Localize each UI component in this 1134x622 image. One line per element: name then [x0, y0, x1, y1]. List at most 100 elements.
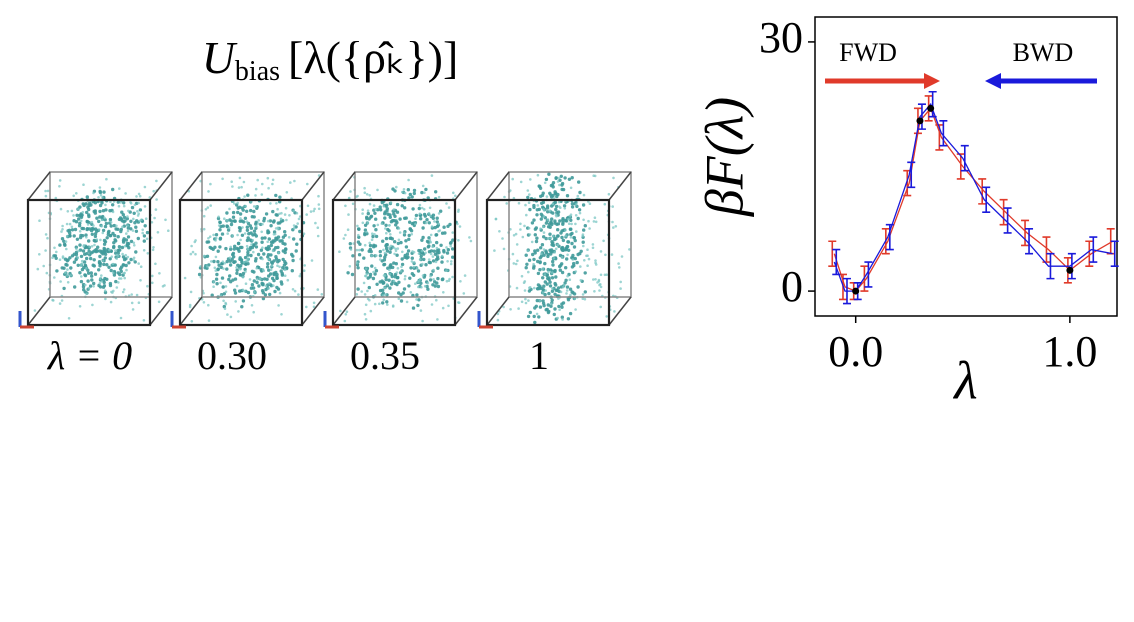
particle	[98, 264, 102, 268]
particle	[458, 225, 462, 228]
direction-label: BWD	[1013, 38, 1074, 67]
particle	[598, 289, 601, 292]
particle	[91, 303, 94, 307]
particle	[448, 277, 451, 281]
particle	[527, 201, 531, 204]
particle	[250, 245, 255, 250]
particle	[539, 246, 543, 250]
particle	[236, 233, 239, 237]
particle	[520, 274, 524, 278]
particle	[97, 219, 101, 224]
particle	[297, 293, 300, 296]
particle	[265, 265, 270, 269]
particle	[132, 211, 136, 215]
particle	[535, 208, 539, 212]
particle	[541, 267, 544, 271]
particle	[393, 252, 396, 256]
particle	[277, 304, 280, 307]
particle	[279, 269, 283, 273]
particle	[238, 212, 243, 216]
particle	[566, 317, 571, 321]
particle	[218, 220, 222, 224]
particle	[252, 279, 256, 283]
particle	[231, 252, 235, 257]
particle	[137, 262, 140, 265]
particle	[543, 261, 547, 266]
particle	[228, 256, 232, 260]
particle	[583, 259, 586, 262]
box-edge	[486, 296, 510, 326]
particle	[55, 269, 59, 273]
particle	[125, 232, 128, 235]
particle	[526, 314, 531, 319]
particle	[560, 235, 564, 240]
particle	[469, 239, 473, 243]
particle	[143, 185, 147, 189]
particle	[253, 290, 256, 294]
particle	[449, 262, 453, 266]
particle	[86, 223, 90, 226]
box-front	[178, 198, 304, 327]
particle	[155, 198, 158, 201]
particle	[76, 256, 79, 259]
particle	[90, 245, 94, 248]
particle	[347, 213, 350, 216]
particle	[97, 196, 100, 199]
particle	[441, 306, 445, 310]
box-edge	[179, 171, 203, 201]
particle	[435, 298, 438, 302]
particle	[429, 233, 433, 237]
particle	[123, 276, 126, 280]
particle	[592, 220, 596, 223]
particle	[112, 289, 115, 293]
particle	[399, 270, 403, 273]
particle	[548, 225, 552, 229]
particle	[232, 247, 236, 251]
particle	[250, 269, 255, 273]
particle	[356, 224, 359, 228]
particle	[551, 259, 555, 264]
particle	[112, 223, 117, 228]
particle	[435, 246, 439, 250]
particle	[167, 229, 170, 232]
particle	[53, 276, 56, 279]
particle	[266, 262, 270, 266]
particle	[385, 283, 389, 286]
particle	[392, 279, 396, 283]
particle	[547, 291, 551, 296]
particle	[134, 250, 138, 254]
particle	[542, 215, 546, 218]
particle	[130, 293, 133, 296]
particle	[240, 233, 245, 237]
error-bar	[1003, 207, 1012, 234]
particle	[129, 227, 133, 231]
particle	[298, 274, 302, 278]
particle	[533, 306, 537, 310]
particle	[142, 239, 146, 243]
particle	[390, 274, 394, 279]
particle	[349, 248, 353, 251]
particle	[85, 210, 89, 215]
particle	[581, 293, 585, 296]
particle	[139, 279, 142, 282]
particle	[619, 280, 622, 284]
particle	[67, 228, 72, 232]
particle	[121, 225, 124, 229]
particle	[363, 232, 367, 237]
particle	[381, 301, 385, 305]
particle	[556, 228, 560, 232]
particle	[90, 220, 94, 224]
particle	[594, 278, 597, 281]
particle	[569, 218, 573, 222]
particle	[75, 213, 79, 217]
particle	[124, 253, 127, 257]
particle	[546, 254, 550, 259]
particle	[426, 287, 430, 291]
particle	[574, 214, 578, 217]
error-bar	[982, 186, 991, 213]
particle	[389, 201, 393, 204]
particle	[356, 266, 360, 270]
box-edge	[332, 296, 356, 326]
particle	[435, 240, 439, 245]
particle	[239, 258, 244, 262]
